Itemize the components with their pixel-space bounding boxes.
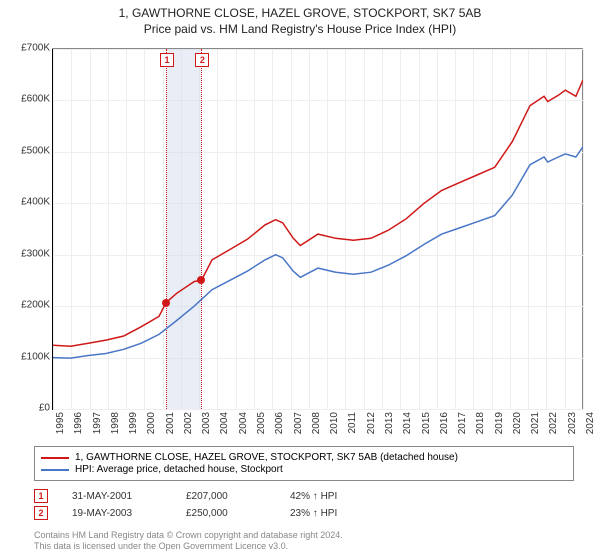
y-tick-label: £500K [4, 145, 50, 156]
sale-dot-1 [162, 299, 170, 307]
y-tick-label: £0 [4, 403, 50, 414]
x-tick-label: 2004 [219, 412, 230, 434]
legend-label-hpi: HPI: Average price, detached house, Stoc… [75, 464, 283, 475]
y-tick-label: £200K [4, 300, 50, 311]
x-tick-label: 2008 [311, 412, 322, 434]
sales-row-1: 1 31-MAY-2001 £207,000 42% ↑ HPI [34, 489, 337, 503]
y-tick-label: £100K [4, 351, 50, 362]
chart-title: 1, GAWTHORNE CLOSE, HAZEL GROVE, STOCKPO… [0, 6, 600, 20]
legend: 1, GAWTHORNE CLOSE, HAZEL GROVE, STOCKPO… [34, 446, 574, 481]
legend-swatch-hpi [41, 469, 69, 471]
sales-badge-2: 2 [34, 506, 48, 520]
gridline-h [53, 409, 583, 410]
sale-delta-1: 42% ↑ HPI [290, 491, 337, 502]
x-tick-label: 2005 [256, 412, 267, 434]
plot-inner: 12 [52, 49, 583, 410]
x-tick-label: 2022 [548, 412, 559, 434]
sale-delta-2: 23% ↑ HPI [290, 508, 337, 519]
sales-row-2: 2 19-MAY-2003 £250,000 23% ↑ HPI [34, 506, 337, 520]
x-tick-label: 2004 [238, 412, 249, 434]
sale-marker-box-2: 2 [195, 53, 209, 67]
gridline-v [583, 49, 584, 409]
x-tick-label: 2016 [439, 412, 450, 434]
x-tick-label: 2014 [402, 412, 413, 434]
x-tick-label: 2012 [366, 412, 377, 434]
x-tick-label: 2007 [293, 412, 304, 434]
x-tick-label: 2018 [475, 412, 486, 434]
series-hpi [53, 147, 583, 358]
legend-swatch-property [41, 457, 69, 459]
sale-date-2: 19-MAY-2003 [72, 508, 162, 519]
legend-label-property: 1, GAWTHORNE CLOSE, HAZEL GROVE, STOCKPO… [75, 452, 458, 463]
chart-subtitle: Price paid vs. HM Land Registry's House … [0, 22, 600, 36]
x-tick-label: 2019 [494, 412, 505, 434]
sales-badge-1: 1 [34, 489, 48, 503]
y-tick-label: £400K [4, 197, 50, 208]
x-tick-label: 2015 [421, 412, 432, 434]
x-tick-label: 1997 [92, 412, 103, 434]
series-property [53, 80, 583, 346]
x-tick-label: 1995 [55, 412, 66, 434]
chart-lines [53, 49, 583, 409]
x-tick-label: 2020 [512, 412, 523, 434]
x-tick-label: 2006 [274, 412, 285, 434]
plot-area: 12 [52, 48, 583, 409]
x-tick-label: 2002 [183, 412, 194, 434]
x-tick-label: 1998 [110, 412, 121, 434]
sales-table: 1 31-MAY-2001 £207,000 42% ↑ HPI 2 19-MA… [34, 486, 337, 523]
x-tick-label: 2017 [457, 412, 468, 434]
x-tick-label: 2023 [567, 412, 578, 434]
x-tick-label: 1999 [128, 412, 139, 434]
sale-date-1: 31-MAY-2001 [72, 491, 162, 502]
y-tick-label: £300K [4, 248, 50, 259]
chart-container: 1, GAWTHORNE CLOSE, HAZEL GROVE, STOCKPO… [0, 0, 600, 560]
x-tick-label: 2024 [585, 412, 596, 434]
footer-line-2: This data is licensed under the Open Gov… [34, 541, 343, 552]
legend-row-hpi: HPI: Average price, detached house, Stoc… [41, 464, 567, 475]
y-tick-label: £600K [4, 94, 50, 105]
x-tick-label: 2010 [329, 412, 340, 434]
sale-marker-box-1: 1 [160, 53, 174, 67]
x-tick-label: 2000 [146, 412, 157, 434]
sale-price-2: £250,000 [186, 508, 266, 519]
x-tick-label: 2003 [201, 412, 212, 434]
footer: Contains HM Land Registry data © Crown c… [34, 530, 343, 553]
x-tick-label: 2013 [384, 412, 395, 434]
x-tick-label: 2021 [530, 412, 541, 434]
footer-line-1: Contains HM Land Registry data © Crown c… [34, 530, 343, 541]
sale-price-1: £207,000 [186, 491, 266, 502]
x-tick-label: 1996 [73, 412, 84, 434]
x-tick-label: 2011 [347, 412, 358, 434]
legend-row-property: 1, GAWTHORNE CLOSE, HAZEL GROVE, STOCKPO… [41, 452, 567, 463]
y-tick-label: £700K [4, 43, 50, 54]
sale-dot-2 [197, 276, 205, 284]
x-tick-label: 2001 [165, 412, 176, 434]
title-block: 1, GAWTHORNE CLOSE, HAZEL GROVE, STOCKPO… [0, 0, 600, 36]
